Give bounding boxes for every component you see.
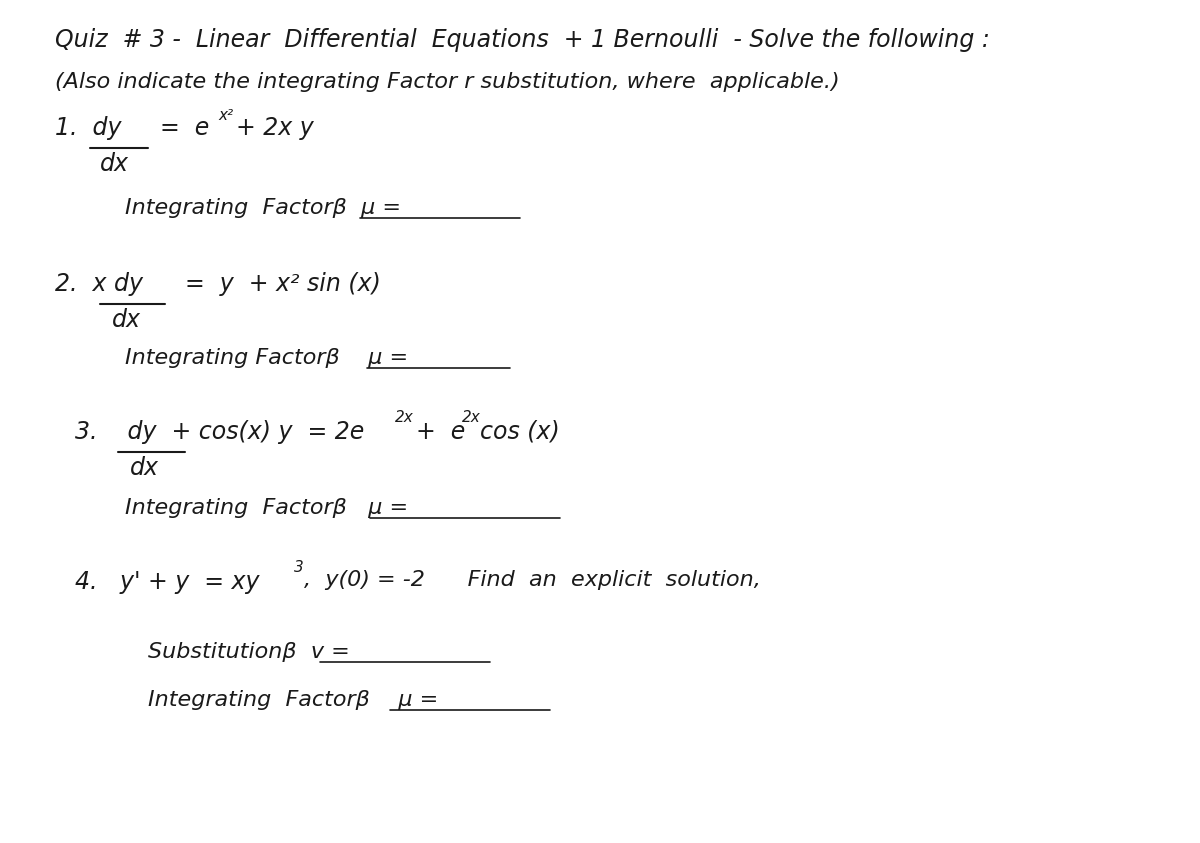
Text: 1.  dy: 1. dy xyxy=(55,116,121,140)
Text: 4.   y' + y  = xy: 4. y' + y = xy xyxy=(74,570,259,594)
Text: 3.    dy  + cos(x) y  = 2e: 3. dy + cos(x) y = 2e xyxy=(74,420,365,444)
Text: Quiz  # 3 -  Linear  Differential  Equations  + 1 Bernoulli  - Solve the followi: Quiz # 3 - Linear Differential Equations… xyxy=(55,28,990,52)
Text: 2x: 2x xyxy=(462,410,481,425)
Text: Substitutionβ  v =: Substitutionβ v = xyxy=(148,642,349,662)
Text: Integrating  Factorβ  μ =: Integrating Factorβ μ = xyxy=(125,198,401,218)
Text: ,  y(0) = -2      Find  an  explicit  solution,: , y(0) = -2 Find an explicit solution, xyxy=(304,570,761,590)
Text: 2x: 2x xyxy=(395,410,414,425)
Text: +  e: + e xyxy=(416,420,466,444)
Text: =  y  + x² sin (x): = y + x² sin (x) xyxy=(185,272,380,296)
Text: cos (x): cos (x) xyxy=(480,420,559,444)
Text: 3: 3 xyxy=(294,560,304,575)
Text: dx: dx xyxy=(112,308,142,332)
Text: Integrating  Factorβ    μ =: Integrating Factorβ μ = xyxy=(148,690,438,710)
Text: 2.  x dy: 2. x dy xyxy=(55,272,143,296)
Text: (Also indicate the integrating Factor r substitution, where  applicable.): (Also indicate the integrating Factor r … xyxy=(55,72,840,92)
Text: Integrating  Factorβ   μ =: Integrating Factorβ μ = xyxy=(125,498,408,518)
Text: =  e: = e xyxy=(160,116,209,140)
Text: + 2x y: + 2x y xyxy=(236,116,313,140)
Text: x²: x² xyxy=(218,108,233,123)
Text: dx: dx xyxy=(130,456,158,480)
Text: dx: dx xyxy=(100,152,130,176)
Text: Integrating Factorβ    μ =: Integrating Factorβ μ = xyxy=(125,348,408,368)
